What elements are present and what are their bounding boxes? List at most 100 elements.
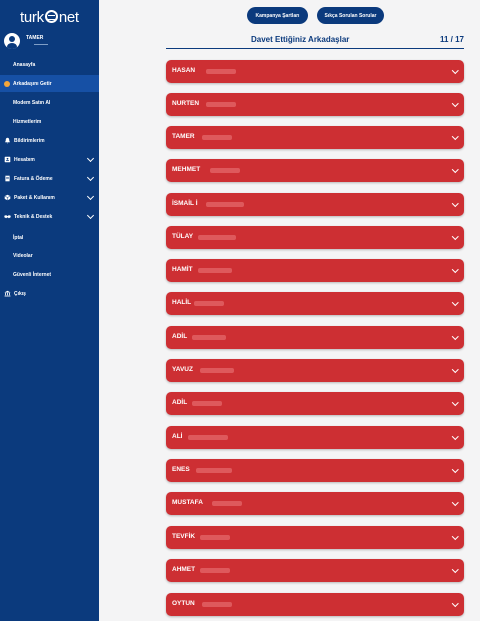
redacted-surname	[200, 535, 230, 540]
chevron-down-icon[interactable]	[451, 67, 458, 74]
sidebar-item-logout[interactable]: Çıkış	[0, 285, 99, 302]
sidebar-item-label: Çıkış	[14, 290, 26, 297]
chevron-down-icon[interactable]	[451, 466, 458, 473]
sidebar-item-buy-modem[interactable]: Modem Satın Al	[0, 94, 99, 111]
friend-row[interactable]: HAMİT	[166, 259, 464, 282]
chevron-down-icon	[86, 211, 95, 220]
redacted-surname	[206, 102, 236, 107]
friend-name: ADİL	[172, 333, 188, 340]
redacted-surname	[210, 168, 240, 173]
turknet-logo[interactable]: turk net	[20, 8, 79, 26]
friend-name: TAMER	[172, 133, 195, 140]
friend-name: HALİL	[172, 299, 192, 306]
sidebar: turk net TAMER Anasayfa Arkadaşını Getir…	[0, 0, 99, 621]
sidebar-item-home[interactable]: Anasayfa	[0, 56, 99, 73]
sidebar-item-invite-friend[interactable]: Arkadaşını Getir	[0, 75, 99, 92]
redacted-surname	[200, 368, 234, 373]
sidebar-item-videos[interactable]: Videolar	[0, 247, 99, 264]
redacted-surname	[188, 435, 228, 440]
friend-name: YAVUZ	[172, 366, 193, 373]
logo-text-right: net	[58, 8, 79, 26]
sidebar-item-support[interactable]: Teknik & Destek	[0, 208, 99, 225]
friend-row[interactable]: MUSTAFA	[166, 492, 464, 515]
sidebar-item-billing[interactable]: Fatura & Ödeme	[0, 170, 99, 187]
faq-button[interactable]: Sıkça Sorulan Sorular	[317, 7, 384, 24]
chevron-down-icon[interactable]	[451, 133, 458, 140]
friend-name: AHMET	[172, 566, 196, 573]
friend-row[interactable]: ALİ	[166, 426, 464, 449]
chevron-down-icon	[86, 192, 95, 201]
friend-row[interactable]: YAVUZ	[166, 359, 464, 382]
friend-name: TÜLAY	[172, 233, 194, 240]
campaign-terms-button[interactable]: Kampanya Şartları	[247, 7, 308, 24]
friend-row[interactable]: OYTUN	[166, 593, 464, 616]
chevron-down-icon[interactable]	[451, 200, 458, 207]
chevron-down-icon[interactable]	[451, 100, 458, 107]
redacted-surname	[202, 602, 232, 607]
friend-row[interactable]: TÜLAY	[166, 226, 464, 249]
id-card-icon	[4, 156, 11, 163]
chevron-down-icon[interactable]	[451, 566, 458, 573]
sidebar-item-account[interactable]: Hesabım	[0, 151, 99, 168]
chevron-down-icon[interactable]	[451, 266, 458, 273]
friend-row[interactable]: ADİL	[166, 326, 464, 349]
sidebar-item-services[interactable]: Hizmetlerim	[0, 113, 99, 130]
sidebar-item-package[interactable]: Paket & Kullanım	[0, 189, 99, 206]
sidebar-item-label: Modem Satın Al	[13, 99, 51, 106]
sidebar-item-label: Hizmetlerim	[13, 118, 42, 125]
friend-row[interactable]: HALİL	[166, 292, 464, 315]
redacted-surname	[196, 468, 232, 473]
bank-icon	[4, 290, 11, 297]
redacted-surname	[200, 568, 230, 573]
friend-name: ADİL	[172, 399, 188, 406]
friend-name: NURTEN	[172, 100, 200, 107]
redacted-surname	[194, 301, 224, 306]
redacted-surname	[192, 335, 226, 340]
sidebar-item-safe-internet[interactable]: Güvenli İnternet	[0, 266, 99, 283]
friend-row[interactable]: HASAN	[166, 60, 464, 83]
sidebar-item-notifications[interactable]: Bildirimlerim	[0, 132, 99, 149]
chevron-down-icon	[86, 154, 95, 163]
chevron-down-icon[interactable]	[451, 499, 458, 506]
friend-row[interactable]: TAMER	[166, 126, 464, 149]
chevron-down-icon[interactable]	[451, 433, 458, 440]
chevron-down-icon[interactable]	[451, 166, 458, 173]
sidebar-item-label: Videolar	[13, 252, 33, 259]
sidebar-item-label: Güvenli İnternet	[13, 271, 52, 278]
friend-row[interactable]: ENES	[166, 459, 464, 482]
chevron-down-icon[interactable]	[451, 399, 458, 406]
chevron-down-icon[interactable]	[451, 333, 458, 340]
chevron-down-icon	[86, 173, 95, 182]
invite-count: 11 / 17	[439, 35, 464, 44]
redacted-surname	[202, 135, 232, 140]
friend-name: OYTUN	[172, 600, 195, 607]
friend-row[interactable]: AHMET	[166, 559, 464, 582]
friend-name: İSMAİL İ	[172, 200, 198, 207]
sidebar-item-label: Teknik & Destek	[14, 213, 53, 220]
invited-friends-header: Davet Ettiğiniz Arkadaşlar 11 / 17	[166, 34, 464, 49]
chevron-down-icon[interactable]	[451, 366, 458, 373]
redacted-surname	[206, 202, 244, 207]
sidebar-item-label: Arkadaşını Getir	[13, 80, 52, 87]
chevron-down-icon[interactable]	[451, 600, 458, 607]
package-icon	[4, 194, 11, 201]
friend-row[interactable]: TEVFİK	[166, 526, 464, 549]
redacted-surname	[198, 235, 236, 240]
user-subline	[34, 44, 48, 45]
avatar-icon	[4, 33, 20, 49]
chevron-down-icon[interactable]	[451, 233, 458, 240]
dot-icon	[4, 80, 10, 87]
redacted-surname	[206, 69, 236, 74]
bill-icon	[5, 175, 10, 182]
user-profile[interactable]: TAMER	[4, 33, 96, 51]
friend-row[interactable]: MEHMET	[166, 159, 464, 182]
sidebar-item-label: Paket & Kullanım	[14, 194, 55, 201]
friend-row[interactable]: İSMAİL İ	[166, 193, 464, 216]
chevron-down-icon[interactable]	[451, 533, 458, 540]
sidebar-item-cancel[interactable]: İptal	[0, 229, 99, 246]
bell-icon	[5, 137, 10, 144]
chevron-down-icon[interactable]	[451, 299, 458, 306]
friend-name: MUSTAFA	[172, 499, 203, 506]
friend-row[interactable]: ADİL	[166, 392, 464, 415]
friend-row[interactable]: NURTEN	[166, 93, 464, 116]
